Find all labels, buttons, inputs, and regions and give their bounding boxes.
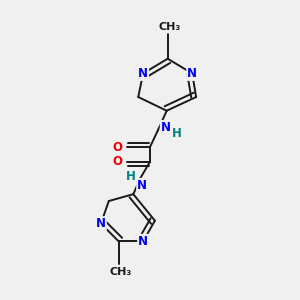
Text: H: H [125, 170, 135, 183]
Text: N: N [187, 67, 197, 80]
Text: N: N [138, 235, 148, 248]
Text: O: O [112, 155, 123, 168]
Text: N: N [137, 179, 147, 192]
Text: H: H [172, 127, 182, 140]
Text: CH₃: CH₃ [110, 267, 132, 277]
Text: N: N [96, 217, 106, 230]
Text: N: N [138, 67, 148, 80]
Text: O: O [112, 141, 123, 154]
Text: CH₃: CH₃ [158, 22, 181, 32]
Text: N: N [161, 121, 171, 134]
